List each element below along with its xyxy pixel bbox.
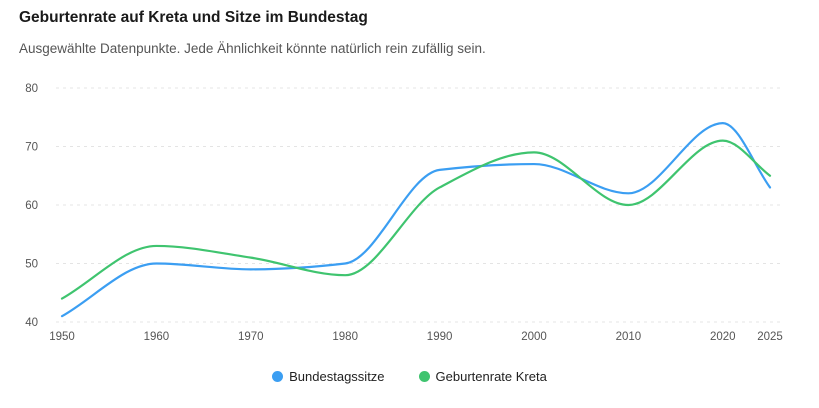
chart-subtitle: Ausgewählte Datenpunkte. Jede Ähnlichkei… xyxy=(19,41,486,56)
legend-marker-geburtenrate-kreta xyxy=(418,371,430,382)
data-point-geburtenrate-kreta[interactable] xyxy=(719,137,727,145)
chart-title: Geburtenrate auf Kreta und Sitze im Bund… xyxy=(19,9,368,26)
data-point-bundestagssitze[interactable] xyxy=(436,166,444,174)
chart-legend: Bundestagssitze Geburtenrate Kreta xyxy=(0,369,819,384)
data-point-geburtenrate-kreta[interactable] xyxy=(58,295,66,303)
y-tick-label: 40 xyxy=(25,317,38,329)
x-axis-ticks: 1950 1960 1970 1980 1990 2000 2010 2020 2025 xyxy=(49,331,783,343)
y-tick-label: 70 xyxy=(25,142,38,154)
legend-label-geburtenrate-kreta: Geburtenrate Kreta xyxy=(435,369,547,384)
data-point-bundestagssitze[interactable] xyxy=(719,119,727,127)
y-tick-label: 80 xyxy=(25,83,38,95)
x-tick-label: 1950 xyxy=(49,331,75,343)
data-point-geburtenrate-kreta[interactable] xyxy=(766,172,774,180)
legend-marker-bundestagssitze xyxy=(272,371,284,382)
series-line-geburtenrate-kreta[interactable] xyxy=(60,139,772,300)
x-tick-label: 1960 xyxy=(144,331,170,343)
x-tick-label: 2020 xyxy=(710,331,736,343)
x-tick-label: 2025 xyxy=(757,331,783,343)
series-line-bundestagssitze[interactable] xyxy=(60,122,772,318)
x-tick-label: 1980 xyxy=(332,331,358,343)
y-tick-label: 50 xyxy=(25,259,38,271)
data-point-bundestagssitze[interactable] xyxy=(58,312,66,320)
series-lines xyxy=(58,119,774,320)
x-tick-label: 1990 xyxy=(427,331,453,343)
data-point-geburtenrate-kreta[interactable] xyxy=(152,242,160,250)
legend-label-bundestagssitze: Bundestagssitze xyxy=(289,369,385,384)
data-point-bundestagssitze[interactable] xyxy=(530,160,538,168)
x-tick-label: 2000 xyxy=(521,331,547,343)
data-point-geburtenrate-kreta[interactable] xyxy=(436,183,444,191)
data-point-geburtenrate-kreta[interactable] xyxy=(247,254,255,262)
data-point-bundestagssitze[interactable] xyxy=(766,183,774,191)
y-axis-ticks: 40 50 60 70 80 xyxy=(25,83,38,329)
line-chart-plot: 40 50 60 70 80 1950 1960 1970 1980 1990 2000 2010 2… xyxy=(25,83,783,343)
data-point-bundestagssitze[interactable] xyxy=(152,260,160,268)
data-point-bundestagssitze[interactable] xyxy=(247,265,255,273)
data-point-bundestagssitze[interactable] xyxy=(341,260,349,268)
data-point-geburtenrate-kreta[interactable] xyxy=(530,148,538,156)
x-tick-label: 1970 xyxy=(238,331,264,343)
x-tick-label: 2010 xyxy=(616,331,642,343)
y-tick-label: 60 xyxy=(25,200,38,212)
data-point-bundestagssitze[interactable] xyxy=(624,189,632,197)
data-point-geburtenrate-kreta[interactable] xyxy=(341,271,349,279)
data-point-geburtenrate-kreta[interactable] xyxy=(624,201,632,209)
legend-item-geburtenrate-kreta[interactable]: Geburtenrate Kreta xyxy=(418,369,547,384)
legend-item-bundestagssitze[interactable]: Bundestagssitze xyxy=(272,369,385,384)
